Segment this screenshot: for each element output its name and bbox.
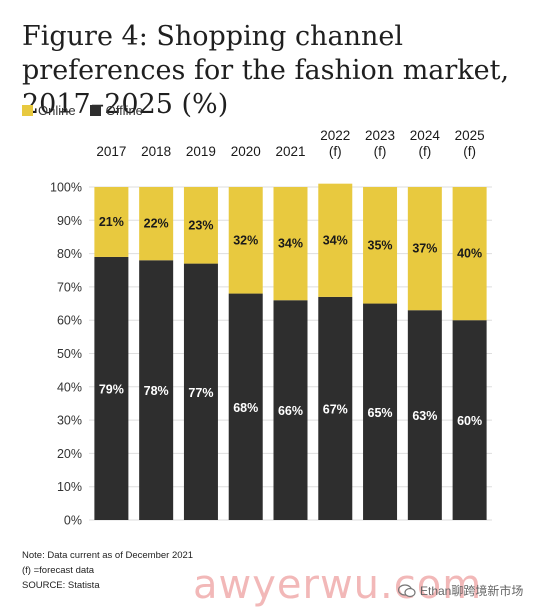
data-label-online: 34% [278,237,303,251]
category-label: 2022 [320,128,350,143]
bar-offline [407,310,442,520]
bar-online [139,187,174,261]
legend-item-offline: Offline [89,103,143,118]
watermark-brand: Ethan聊跨境新市场 [398,582,523,599]
category-label: (f) [463,144,476,159]
data-label-offline: 63% [412,409,437,423]
chart-title: Figure 4: Shopping channel preferences f… [22,21,510,120]
bar-online [228,187,263,294]
category-label: 2019 [186,144,216,159]
chart-notes: Note: Data current as of December 2021 (… [22,548,193,593]
category-label: (f) [418,144,431,159]
bar-online [183,187,218,264]
bar-offline [452,320,487,520]
data-label-online: 21% [99,215,124,229]
y-tick-label: 60% [57,314,82,328]
legend-item-online: Online [22,103,76,118]
bar-online [363,187,398,304]
bar-offline [139,260,174,520]
category-label: 2023 [365,128,395,143]
category-label: (f) [374,144,387,159]
legend-label-online: Online [38,103,76,118]
y-tick-label: 10% [57,480,82,494]
y-tick-label: 40% [57,380,82,394]
category-label: 2017 [96,144,126,159]
category-label: 2025 [455,128,485,143]
bar-offline [94,256,129,520]
category-label: 2020 [231,144,261,159]
data-label-online: 40% [457,247,482,261]
legend-label-offline: Offline [105,103,143,118]
stacked-bar-chart: 0% 10% 20% 30% 40% 50% 60% 70% 80% 90% 100% 79% 21% 2… [50,128,492,528]
y-tick-label: 20% [57,447,82,461]
data-label-offline: 68% [233,401,258,415]
category-label: 2024 [410,128,441,143]
bar-offline [363,303,398,520]
watermark-text: awyerwu.com [193,562,483,608]
bar-online [452,187,487,321]
data-label-offline: 77% [188,386,213,400]
note-line: Note: Data current as of December 2021 [22,550,194,561]
legend-swatch-online [22,105,33,116]
bar-online [94,187,129,257]
legend-swatch-offline [89,105,101,116]
bar-offline [183,263,218,520]
y-tick-label: 30% [57,414,82,428]
category-label: 2021 [275,144,305,159]
category-label: 2018 [141,144,171,159]
chart-legend: Online Offline [22,103,157,118]
y-tick-label: 70% [57,280,82,294]
data-label-online: 35% [368,238,393,252]
bar-offline [273,300,308,520]
bar-online [407,187,442,311]
data-label-offline: 67% [323,402,348,416]
bar-online [318,183,353,297]
y-tick-label: 80% [57,247,82,261]
bar-offline [228,293,263,520]
data-label-online: 22% [144,217,169,231]
data-label-offline: 66% [278,404,303,418]
forecast-note: (f) =forecast data [22,565,95,576]
data-label-offline: 65% [368,406,393,420]
chat-bubble-icon [398,583,416,597]
data-label-offline: 78% [144,384,169,398]
data-label-offline: 60% [457,414,482,428]
y-tick-label: 90% [57,214,82,228]
category-label: (f) [329,144,342,159]
data-label-online: 34% [323,233,348,247]
data-label-offline: 79% [99,382,124,396]
source-note: SOURCE: Statista [22,580,100,591]
y-tick-label: 50% [57,347,82,361]
bar-online [273,187,308,301]
data-label-online: 37% [412,242,437,256]
y-tick-label: 100% [50,181,82,195]
watermark-brand-label: Ethan聊跨境新市场 [420,584,524,598]
data-label-online: 32% [233,233,258,247]
y-tick-label: 0% [64,514,82,528]
bar-offline [318,296,353,520]
data-label-online: 23% [188,218,213,232]
